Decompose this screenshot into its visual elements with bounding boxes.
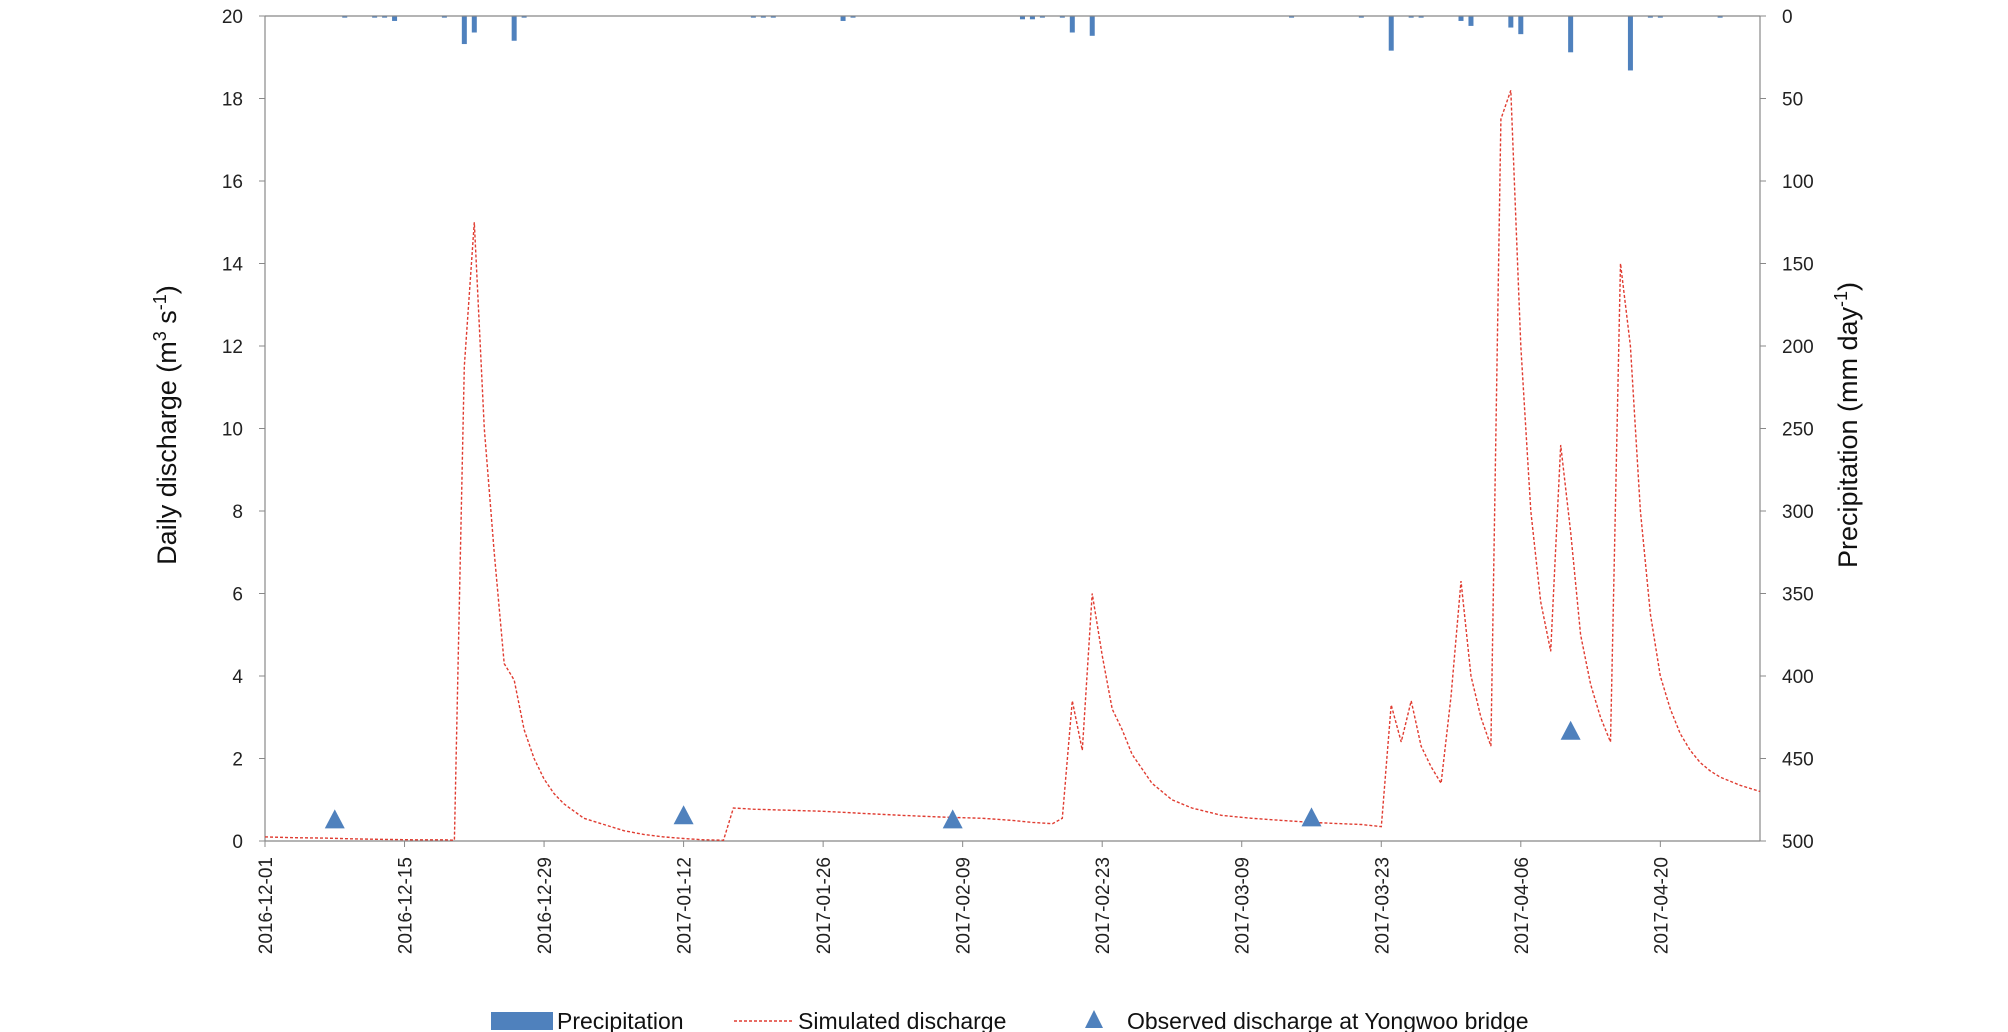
precipitation-bar [1089, 16, 1095, 36]
right-tick-label: 350 [1782, 585, 1814, 606]
axes [259, 15, 1766, 847]
precipitation-bar [1568, 16, 1574, 53]
legend-precipitation-swatch [491, 1012, 553, 1030]
observed-discharge-point [673, 805, 694, 825]
y-axis-left-title: Daily discharge (m3 s-1) [150, 285, 182, 565]
x-tick-label: 2017-01-12 [675, 857, 696, 954]
precipitation-bar [461, 16, 467, 45]
right-tick-label: 0 [1782, 7, 1793, 28]
left-tick-label: 12 [222, 337, 243, 358]
precipitation-bar [342, 16, 348, 18]
x-tick-label: 2017-02-23 [1093, 857, 1114, 954]
x-tick-label: 2017-04-06 [1512, 857, 1533, 954]
x-tick-label: 2016-12-01 [256, 857, 277, 954]
left-title-mid: s [152, 310, 182, 331]
right-title-sup1: -1 [1831, 291, 1851, 307]
legend: Precipitation Simulated discharge Observ… [491, 1008, 1529, 1032]
observed-discharge-point [1560, 720, 1581, 740]
precipitation-bar [471, 16, 477, 33]
precipitation-bar [770, 16, 776, 18]
precipitation-bar [1029, 16, 1035, 20]
right-title-post: ) [1833, 282, 1863, 291]
left-tick-label: 16 [222, 172, 243, 193]
left-title-sup2: -1 [150, 294, 170, 310]
simulated-discharge-series [264, 90, 1761, 841]
y-axis-right-title: Precipitation (mm day-1) [1831, 282, 1863, 568]
x-tick-label: 2016-12-29 [535, 857, 556, 954]
precipitation-bar [1458, 16, 1464, 21]
left-title-post: ) [152, 285, 182, 294]
right-title-pre: Precipitation (mm day [1833, 306, 1863, 568]
observed-discharge-series [324, 720, 1581, 829]
precipitation-bar [1518, 16, 1524, 35]
precipitation-bar [1418, 16, 1424, 18]
x-tick-label: 2017-02-09 [954, 857, 975, 954]
precipitation-bar [1388, 16, 1394, 51]
right-tick-label: 250 [1782, 420, 1814, 441]
legend-simulated-label: Simulated discharge [798, 1008, 1006, 1032]
right-tick-label: 300 [1782, 502, 1814, 523]
x-tick-label: 2017-03-09 [1233, 857, 1254, 954]
precipitation-bar [1627, 16, 1633, 71]
precipitation-bar [1039, 16, 1045, 18]
precipitation-bar [850, 16, 856, 18]
left-tick-label: 18 [222, 90, 243, 111]
precipitation-bar [521, 16, 527, 18]
precipitation-bar [382, 16, 388, 18]
precipitation-bar [441, 16, 447, 18]
x-tick-label: 2017-03-23 [1372, 857, 1393, 954]
precipitation-bar [372, 16, 378, 18]
precipitation-bar [1059, 16, 1065, 18]
observed-discharge-point [324, 809, 345, 829]
right-tick-label: 500 [1782, 832, 1814, 853]
x-tick-label: 2017-04-20 [1651, 857, 1672, 954]
left-tick-label: 6 [232, 585, 243, 606]
left-tick-label: 4 [232, 667, 243, 688]
precipitation-bars [342, 16, 1723, 71]
precipitation-bar [1647, 16, 1653, 18]
legend-observed-label: Observed discharge at Yongwoo bridge [1127, 1008, 1529, 1032]
left-tick-label: 10 [222, 420, 243, 441]
x-tick-label: 2016-12-15 [396, 857, 417, 954]
precipitation-bar [750, 16, 756, 18]
right-tick-label: 200 [1782, 337, 1814, 358]
left-tick-label: 20 [222, 7, 243, 28]
left-title-pre: Daily discharge (m [152, 341, 182, 565]
left-tick-label: 14 [222, 255, 244, 276]
legend-observed-marker [1085, 1010, 1103, 1028]
right-tick-label: 50 [1782, 90, 1803, 111]
precipitation-bar [1408, 16, 1414, 18]
precipitation-bar [760, 16, 766, 18]
precipitation-bar [1717, 16, 1723, 18]
precipitation-bar [1019, 16, 1025, 20]
precipitation-bar [1358, 16, 1364, 18]
legend-precipitation-label: Precipitation [557, 1008, 684, 1032]
left-title-sup1: 3 [150, 331, 170, 341]
precipitation-bar [392, 16, 398, 21]
precipitation-bar [511, 16, 517, 41]
right-tick-label: 400 [1782, 667, 1814, 688]
right-tick-label: 100 [1782, 172, 1814, 193]
left-tick-label: 8 [232, 502, 243, 523]
observed-discharge-point [1301, 807, 1322, 827]
precipitation-bar [840, 16, 846, 21]
right-tick-label: 150 [1782, 255, 1814, 276]
x-tick-label: 2017-01-26 [814, 857, 835, 954]
observed-discharge-point [942, 809, 963, 829]
precipitation-bar [1069, 16, 1075, 33]
precipitation-bar [1508, 16, 1514, 28]
simulated-discharge-line [264, 90, 1761, 841]
precipitation-bar [1289, 16, 1295, 18]
right-tick-label: 450 [1782, 750, 1814, 771]
precipitation-bar [1657, 16, 1663, 18]
left-tick-label: 2 [232, 750, 243, 771]
left-tick-label: 0 [232, 832, 243, 853]
precipitation-bar [1468, 16, 1474, 26]
